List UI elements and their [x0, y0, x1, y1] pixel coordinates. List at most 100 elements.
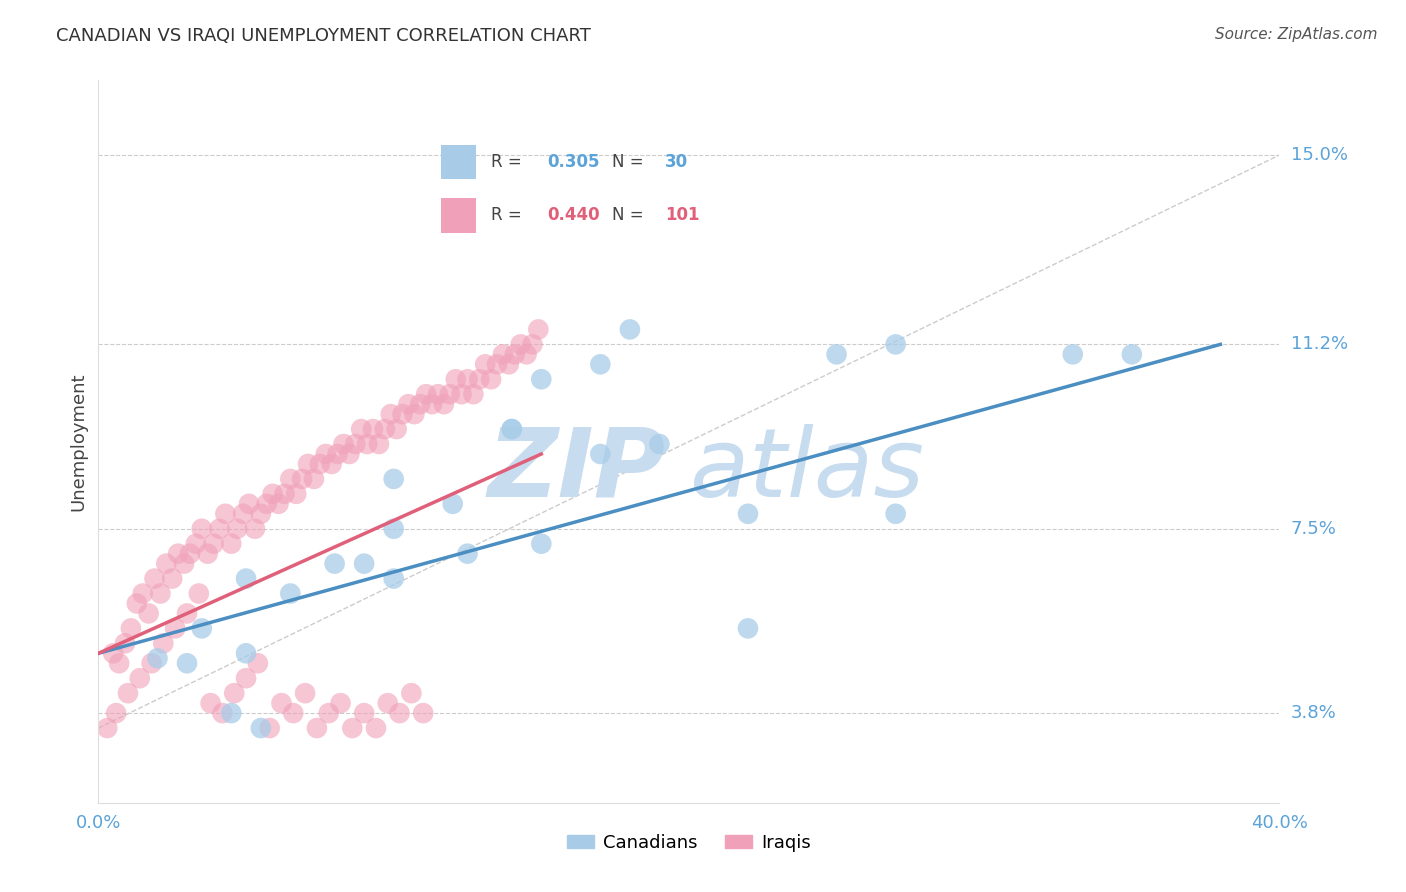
Point	[353, 706, 375, 720]
Point	[103, 646, 125, 660]
Point	[191, 522, 214, 536]
Point	[235, 646, 257, 660]
Point	[283, 706, 305, 720]
Point	[412, 706, 434, 720]
Point	[267, 497, 290, 511]
Point	[270, 696, 292, 710]
Point	[138, 607, 160, 621]
Point	[648, 437, 671, 451]
Point	[444, 372, 467, 386]
Point	[309, 457, 332, 471]
Point	[280, 586, 302, 600]
Point	[737, 621, 759, 635]
Point	[391, 407, 413, 421]
Point	[498, 357, 520, 371]
Point	[474, 357, 496, 371]
Point	[361, 422, 384, 436]
Text: 15.0%: 15.0%	[1291, 146, 1347, 164]
Point	[315, 447, 337, 461]
Point	[374, 422, 396, 436]
Point	[226, 522, 249, 536]
Point	[439, 387, 461, 401]
Point	[479, 372, 502, 386]
Point	[501, 422, 523, 436]
Point	[368, 437, 391, 451]
Point	[353, 557, 375, 571]
Point	[385, 422, 408, 436]
Point	[232, 507, 254, 521]
Point	[404, 407, 426, 421]
Point	[149, 586, 172, 600]
Point	[382, 572, 405, 586]
Point	[382, 522, 405, 536]
Point	[522, 337, 544, 351]
Point	[433, 397, 456, 411]
Point	[214, 507, 236, 521]
Point	[530, 537, 553, 551]
Point	[250, 507, 273, 521]
Point	[235, 671, 257, 685]
Text: Source: ZipAtlas.com: Source: ZipAtlas.com	[1215, 27, 1378, 42]
Point	[114, 636, 136, 650]
Point	[344, 437, 367, 451]
Point	[197, 547, 219, 561]
Point	[221, 706, 243, 720]
Point	[208, 522, 231, 536]
Point	[380, 407, 402, 421]
Point	[382, 472, 405, 486]
Point	[492, 347, 515, 361]
Legend: Canadians, Iraqis: Canadians, Iraqis	[560, 826, 818, 859]
Point	[162, 572, 183, 586]
Point	[589, 447, 612, 461]
Point	[128, 671, 150, 685]
Point	[884, 337, 907, 351]
Point	[1121, 347, 1143, 361]
Point	[262, 487, 284, 501]
Point	[356, 437, 378, 451]
Text: 11.2%: 11.2%	[1291, 335, 1348, 353]
Point	[238, 497, 260, 511]
Point	[388, 706, 411, 720]
Point	[619, 322, 641, 336]
Text: 40.0%: 40.0%	[1251, 814, 1308, 832]
Point	[120, 621, 142, 635]
Text: ZIP: ZIP	[488, 424, 665, 517]
Point	[339, 447, 361, 461]
Point	[302, 472, 325, 486]
Point	[179, 547, 201, 561]
Point	[200, 696, 222, 710]
Point	[125, 597, 148, 611]
Point	[235, 572, 257, 586]
Point	[285, 487, 308, 501]
Point	[527, 322, 550, 336]
Point	[173, 557, 195, 571]
Point	[152, 636, 174, 650]
Point	[211, 706, 233, 720]
Point	[256, 497, 278, 511]
Point	[364, 721, 387, 735]
Point	[143, 572, 166, 586]
Point	[155, 557, 177, 571]
Point	[415, 387, 437, 401]
Text: 7.5%: 7.5%	[1291, 520, 1337, 538]
Point	[221, 537, 243, 551]
Point	[398, 397, 420, 411]
Point	[409, 397, 432, 411]
Text: 0.0%: 0.0%	[76, 814, 121, 832]
Point	[509, 337, 531, 351]
Point	[202, 537, 225, 551]
Point	[457, 547, 479, 561]
Point	[329, 696, 352, 710]
Point	[167, 547, 190, 561]
Point	[96, 721, 118, 735]
Point	[280, 472, 302, 486]
Point	[420, 397, 443, 411]
Point	[243, 522, 266, 536]
Point	[141, 657, 163, 671]
Point	[165, 621, 187, 635]
Point	[825, 347, 848, 361]
Point	[117, 686, 139, 700]
Point	[332, 437, 354, 451]
Point	[318, 706, 340, 720]
Point	[516, 347, 538, 361]
